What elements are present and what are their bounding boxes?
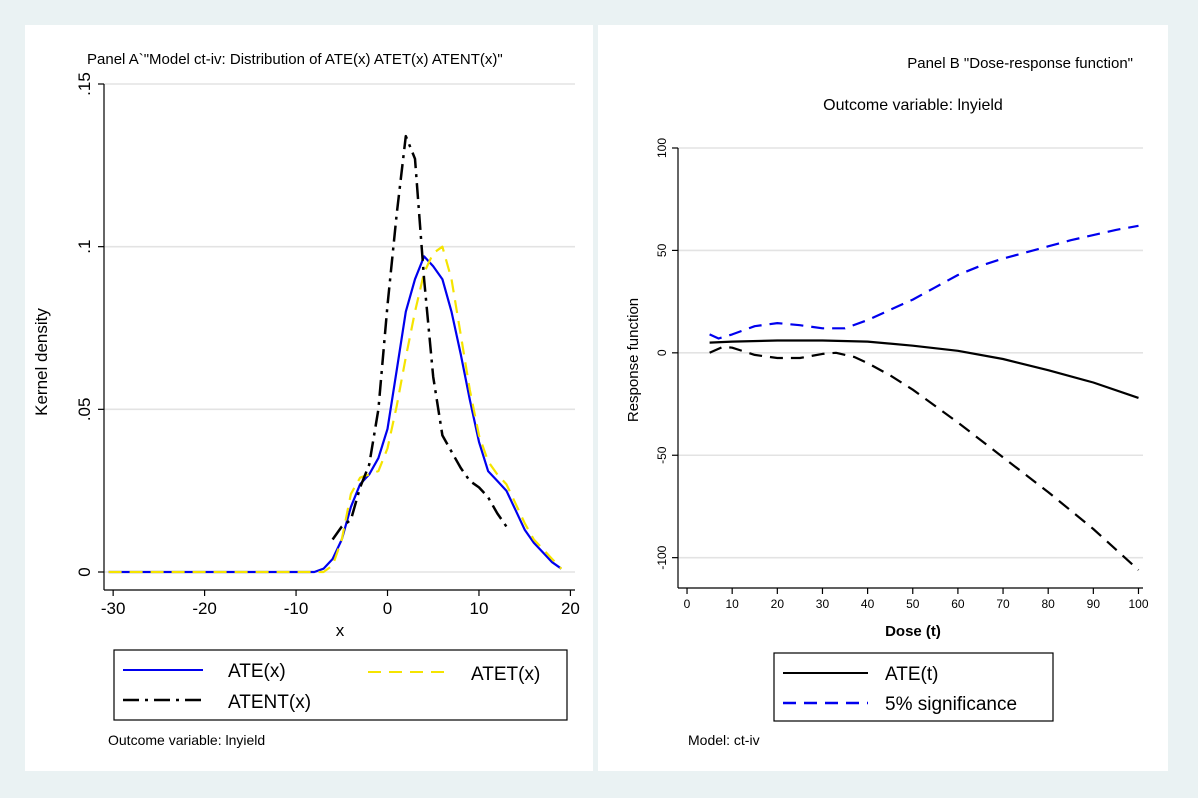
panel-b-note: Model: ct-iv [688, 732, 760, 748]
y-tick-label: 0 [75, 567, 94, 576]
panel-a-legend: ATE(x) ATET(x) ATENT(x) [113, 649, 568, 721]
panel-b-y-axis-label: Response function [625, 298, 642, 422]
panel-b-legend-box [773, 652, 1054, 722]
panel-a-x-axis-label: x [336, 621, 345, 640]
panel-a-legend-box [113, 649, 568, 721]
x-tick-label: 10 [725, 597, 739, 611]
series-line-ate-x [108, 255, 562, 574]
panel-b-legend: ATE(t) 5% significance [773, 652, 1054, 722]
panel-b-background [598, 25, 1168, 771]
x-tick-label: -20 [192, 599, 217, 618]
x-tick-label: 20 [561, 599, 580, 618]
x-tick-label: 80 [1042, 597, 1056, 611]
legend-label-ate-t: ATE(t) [885, 664, 938, 685]
series-line-atet-x [108, 245, 563, 574]
panel-a-plot-area: 0 .05 .1 .15 -30 -20 -10 0 10 20 [75, 72, 580, 618]
series-line-5pct-significance [709, 224, 1139, 340]
x-tick-label: 50 [906, 597, 920, 611]
x-tick-label: 70 [996, 597, 1010, 611]
y-tick-label: .05 [75, 398, 94, 422]
series-line-atent-x [331, 134, 508, 541]
x-tick-label: 0 [383, 599, 392, 618]
y-tick-label: 100 [655, 138, 669, 158]
x-tick-label: -30 [101, 599, 126, 618]
series-line-5pct-significance-lower [709, 345, 1140, 571]
x-tick-label: 90 [1087, 597, 1101, 611]
x-tick-label: 100 [1128, 597, 1148, 611]
x-tick-label: 0 [684, 597, 691, 611]
x-tick-label: 60 [951, 597, 965, 611]
panel-b-subtitle: Outcome variable: lnyield [823, 97, 1003, 114]
panel-a: Panel A`"Model ct-iv: Distribution of AT… [25, 25, 593, 771]
legend-label-atent-x: ATENT(x) [228, 692, 311, 713]
legend-label-5pct-significance: 5% significance [885, 694, 1017, 715]
legend-label-ate-x: ATE(x) [228, 661, 286, 682]
panel-a-background [25, 25, 593, 771]
y-tick-label: .15 [75, 72, 94, 96]
panel-a-note: Outcome variable: lnyield [108, 732, 265, 748]
x-tick-label: 20 [771, 597, 785, 611]
x-tick-label: 40 [861, 597, 875, 611]
y-tick-label: 50 [655, 243, 669, 257]
panel-b-plot-area: -100 -50 0 50 100 0 10 20 30 40 50 60 70 80 90 100 [655, 138, 1149, 611]
panel-b: Panel B "Dose-response function" Outcome… [598, 25, 1168, 771]
legend-label-atet-x: ATET(x) [471, 664, 540, 685]
y-tick-label: .1 [75, 240, 94, 254]
panel-a-y-axis-label: Kernel density [32, 308, 51, 416]
y-tick-label: -50 [655, 446, 669, 464]
panel-b-title: Panel B "Dose-response function" [907, 55, 1133, 72]
x-tick-label: -10 [284, 599, 309, 618]
panel-a-title: Panel A`"Model ct-iv: Distribution of AT… [87, 51, 503, 68]
series-line-ate-t [709, 339, 1139, 399]
x-tick-label: 10 [470, 599, 489, 618]
panel-b-x-axis-label: Dose (t) [885, 623, 941, 640]
y-tick-label: 0 [655, 349, 669, 356]
x-tick-label: 30 [816, 597, 830, 611]
y-tick-label: -100 [655, 545, 669, 569]
